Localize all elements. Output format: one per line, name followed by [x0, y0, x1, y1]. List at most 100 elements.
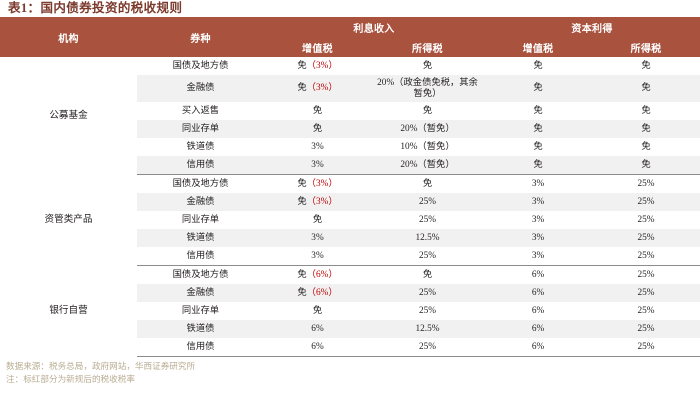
cell-bond-type: 国债及地方债: [137, 57, 264, 75]
cell-interest-vat: 免（6%）: [264, 284, 371, 302]
cell-capital-vat: 3%: [484, 211, 593, 229]
cell-interest-vat: 6%: [264, 320, 371, 338]
new-rule-rate-badge: （3%）: [306, 178, 338, 189]
cell-bond-type: 同业存单: [137, 211, 264, 229]
cell-bond-type: 国债及地方债: [137, 265, 264, 284]
column-header-capital-income-tax: 所得税: [592, 37, 700, 57]
footer-source: 数据来源：税务总局，政府网站，华西证券研究所: [6, 361, 196, 371]
table-row: 同业存单免 25% 3% 25%: [0, 211, 700, 229]
cell-interest-income-tax: 10%（暂免）: [371, 138, 485, 156]
cell-interest-vat: 免: [264, 302, 371, 320]
cell-interest-vat: 免: [264, 102, 371, 120]
cell-capital-income-tax: 25%: [592, 193, 700, 211]
cell-capital-income-tax: 25%: [592, 247, 700, 266]
cell-interest-vat: 免（3%）: [264, 193, 371, 211]
cell-interest-vat: 免（3%）: [264, 75, 371, 102]
cell-bond-type: 金融债: [137, 193, 264, 211]
table-row: 铁道债 3% 10%（暂免）免免: [0, 138, 700, 156]
cell-interest-vat: 6%: [264, 338, 371, 357]
cell-capital-income-tax: 免: [592, 57, 700, 75]
table-row: 同业存单免 20%（暂免）免免: [0, 120, 700, 138]
column-header-org: 机构: [0, 18, 137, 57]
new-rule-rate-badge: （3%）: [306, 196, 338, 207]
cell-capital-vat: 6%: [484, 302, 593, 320]
cell-interest-income-tax: 免: [371, 265, 485, 284]
table-body: 公募基金 国债及地方债 免（3%）免免免金融债 免（3%） 20%（政金债免税，其余暂免…: [0, 57, 700, 357]
cell-interest-income-tax: 免: [371, 174, 485, 193]
table-header-row-bottom: 增值税 所得税 增值税 所得税: [0, 37, 700, 57]
page-title: 表1：国内债券投资的税收规则: [8, 1, 183, 16]
cell-capital-vat: 6%: [484, 265, 593, 284]
cell-capital-income-tax: 25%: [592, 229, 700, 247]
cell-interest-vat: 免（3%）: [264, 57, 371, 75]
cell-bond-type: 信用债: [137, 247, 264, 266]
table-row: 买入返售免免免免: [0, 102, 700, 120]
group-header-capital-gains: 资本利得: [484, 18, 700, 37]
new-rule-rate-badge: （3%）: [306, 60, 338, 71]
cell-bond-type: 铁道债: [137, 320, 264, 338]
figure-title-bar: 表1：国内债券投资的税收规则: [0, 0, 700, 18]
cell-interest-vat: 免: [264, 120, 371, 138]
cell-interest-income-tax: 20%（政金债免税，其余暂免）: [371, 75, 485, 102]
cell-capital-vat: 免: [484, 120, 593, 138]
cell-capital-vat: 免: [484, 138, 593, 156]
table-header: 机构 券种 利息收入 资本利得 增值税 所得税 增值税 所得税: [0, 18, 700, 57]
cell-capital-income-tax: 25%: [592, 284, 700, 302]
cell-capital-income-tax: 免: [592, 156, 700, 175]
cell-bond-type: 金融债: [137, 75, 264, 102]
table-row: 信用债 6% 25% 6% 25%: [0, 338, 700, 357]
cell-interest-vat: 3%: [264, 229, 371, 247]
cell-bond-type: 金融债: [137, 284, 264, 302]
column-header-interest-income-tax: 所得税: [371, 37, 485, 57]
cell-capital-vat: 免: [484, 75, 593, 102]
cell-capital-income-tax: 免: [592, 75, 700, 102]
cell-capital-vat: 6%: [484, 338, 593, 357]
cell-interest-income-tax: 20%（暂免）: [371, 156, 485, 175]
cell-interest-income-tax: 12.5%: [371, 229, 485, 247]
cell-interest-income-tax: 12.5%: [371, 320, 485, 338]
table-row: 铁道债 6% 12.5% 6% 25%: [0, 320, 700, 338]
cell-interest-vat: 免: [264, 211, 371, 229]
column-header-type: 券种: [137, 18, 264, 57]
cell-capital-income-tax: 25%: [592, 320, 700, 338]
table-row: 信用债 3% 20%（暂免）免免: [0, 156, 700, 175]
cell-capital-vat: 3%: [484, 193, 593, 211]
cell-organization: 资管类产品: [0, 174, 137, 266]
cell-interest-income-tax: 免: [371, 102, 485, 120]
cell-capital-income-tax: 25%: [592, 174, 700, 193]
new-rule-rate-badge: （6%）: [306, 269, 338, 280]
cell-capital-income-tax: 25%: [592, 265, 700, 284]
table-row: 银行自营 国债及地方债 免（6%）免 6% 25%: [0, 265, 700, 357]
figure-footer: 数据来源：税务总局，政府网站，华西证券研究所 注：标红部分为新规后的税收税率: [0, 357, 700, 387]
cell-capital-vat: 免: [484, 57, 593, 75]
cell-capital-income-tax: 免: [592, 102, 700, 120]
cell-bond-type: 铁道债: [137, 229, 264, 247]
cell-interest-income-tax: 免: [371, 57, 485, 75]
cell-capital-income-tax: 25%: [592, 302, 700, 320]
cell-interest-income-tax: 25%: [371, 247, 485, 266]
group-header-interest-income: 利息收入: [264, 18, 485, 37]
table-row: 同业存单免 25% 6% 25%: [0, 302, 700, 320]
cell-interest-income-tax: 25%: [371, 302, 485, 320]
footer-note: 注：标红部分为新规后的税收税率: [6, 374, 135, 385]
cell-interest-income-tax: 25%: [371, 284, 485, 302]
table-row: 资管类产品 国债及地方债 免（3%）免 3% 25%: [0, 174, 700, 266]
cell-capital-vat: 免: [484, 102, 593, 120]
cell-capital-income-tax: 25%: [592, 338, 700, 357]
table-row: 金融债 免（6%） 25% 6% 25%: [0, 284, 700, 302]
cell-interest-income-tax: 25%: [371, 338, 485, 357]
table-row: 信用债 3% 25% 3% 25%: [0, 247, 700, 266]
cell-capital-vat: 6%: [484, 284, 593, 302]
cell-capital-income-tax: 免: [592, 138, 700, 156]
cell-interest-vat: 3%: [264, 156, 371, 175]
column-header-interest-vat: 增值税: [264, 37, 371, 57]
cell-interest-vat: 免（6%）: [264, 265, 371, 284]
cell-interest-income-tax: 25%: [371, 211, 485, 229]
cell-interest-vat: 3%: [264, 247, 371, 266]
cell-interest-income-tax: 20%（暂免）: [371, 120, 485, 138]
cell-bond-type: 同业存单: [137, 302, 264, 320]
cell-capital-vat: 3%: [484, 174, 593, 193]
table-header-row-top: 机构 券种 利息收入 资本利得: [0, 18, 700, 57]
cell-bond-type: 信用债: [137, 338, 264, 357]
